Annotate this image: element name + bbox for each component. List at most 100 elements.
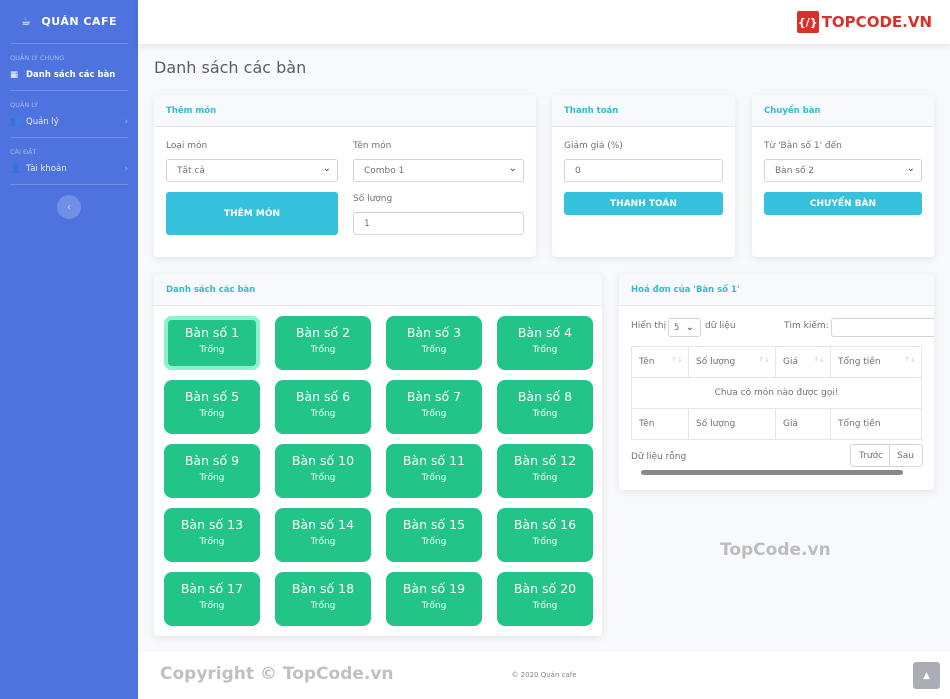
table-button[interactable]: Bàn số 20 Trống [497, 572, 593, 626]
qty-input[interactable]: 1 [353, 212, 524, 235]
table-button[interactable]: Bàn số 11 Trống [386, 444, 482, 498]
topcode-logo: {/} TOPCODE.VN [796, 11, 932, 33]
table-button[interactable]: Bàn số 9 Trống [164, 444, 260, 498]
table-button[interactable]: Bàn số 18 Trống [275, 572, 371, 626]
item-select[interactable]: Combo 1 [353, 159, 524, 182]
brand-name: QUÁN CAFE [41, 15, 117, 28]
column-header[interactable]: Số lượng ↑↓ [688, 346, 776, 378]
table-name: Bàn số 18 [291, 581, 355, 596]
table-status: Trống [421, 601, 447, 611]
transfer-select[interactable]: Bàn số 2 [764, 159, 922, 182]
card-title: Danh sách các bàn [154, 274, 602, 306]
add-item-card: Thêm món Loại món Tất cả Tên món Combo 1… [154, 95, 536, 257]
table-button[interactable]: Bàn số 15 Trống [386, 508, 482, 562]
footer-header: Tổng tiền [830, 408, 922, 440]
tables-card: Danh sách các bàn Bàn số 1 Trống Bàn số 2 T… [154, 274, 602, 636]
table-name: Bàn số 1 [184, 325, 240, 340]
transfer-card: Chuyển bàn Từ 'Bàn số 1' đến Bàn số 2 CH… [752, 95, 934, 257]
column-header[interactable]: Tên ↑↓ [631, 346, 689, 378]
table-button[interactable]: Bàn số 16 Trống [497, 508, 593, 562]
table-status: Trống [421, 345, 447, 355]
footer: © 2020 Quán cafe [138, 652, 950, 699]
watermark: TopCode.vn [720, 540, 831, 560]
table-button[interactable]: Bàn số 19 Trống [386, 572, 482, 626]
transfer-button[interactable]: CHUYỂN BÀN [764, 192, 922, 215]
sidebar-heading: QUẢN LÝ [10, 101, 38, 109]
column-header[interactable]: Giá ↑↓ [775, 346, 831, 378]
table-status: Trống [199, 473, 225, 483]
entries-label: dữ liệu [705, 321, 736, 331]
table-name: Bàn số 4 [517, 325, 573, 340]
table-status: Trống [532, 409, 558, 419]
card-title: Hoá đơn của 'Bàn số 1' [619, 274, 934, 306]
table-status: Trống [310, 601, 336, 611]
table-name: Bàn số 11 [402, 453, 466, 468]
table-status: Trống [532, 473, 558, 483]
table-name: Bàn số 12 [513, 453, 577, 468]
brand[interactable]: ☕ QUÁN CAFE [0, 0, 138, 43]
table-button[interactable]: Bàn số 13 Trống [164, 508, 260, 562]
sidebar-item-label: Quản lý [26, 117, 59, 127]
discount-input[interactable]: 0 [564, 159, 723, 182]
table-status: Trống [310, 537, 336, 547]
table-name: Bàn số 20 [513, 581, 577, 596]
page-size-select[interactable]: 5 [668, 318, 701, 337]
chevron-right-icon: › [124, 117, 128, 127]
qty-label: Số lượng [353, 194, 393, 204]
table-button[interactable]: Bàn số 5 Trống [164, 380, 260, 434]
add-item-button[interactable]: THÊM MÓN [166, 192, 338, 235]
table-status: Trống [532, 537, 558, 547]
scroll-to-top-button[interactable]: ▲ [913, 662, 940, 689]
sidebar-item-tables[interactable]: ▦ Danh sách các bàn [0, 66, 138, 90]
footer-header: Tên [631, 408, 689, 440]
table-button[interactable]: Bàn số 17 Trống [164, 572, 260, 626]
type-label: Loại món [166, 141, 208, 151]
page-title: Danh sách các bàn [154, 58, 307, 77]
coffee-icon: ☕ [21, 15, 32, 28]
copyright: © 2020 Quán cafe [511, 671, 577, 679]
table-button[interactable]: Bàn số 1 Trống [164, 316, 260, 370]
sidebar-item-manage[interactable]: 👥 Quản lý › [0, 113, 138, 137]
chevron-up-icon: ▲ [923, 670, 930, 681]
bill-table: Tên ↑↓ Số lượng ↑↓ Giá ↑↓ Tổng tiền ↑↓ Chưa có … [631, 346, 922, 440]
column-header[interactable]: Tổng tiền ↑↓ [830, 346, 922, 378]
transfer-label: Từ 'Bàn số 1' đến [764, 141, 842, 151]
table-button[interactable]: Bàn số 3 Trống [386, 316, 482, 370]
table-button[interactable]: Bàn số 14 Trống [275, 508, 371, 562]
topbar: {/} TOPCODE.VN [138, 0, 950, 44]
sidebar-item-account[interactable]: 👤 Tài khoản › [0, 160, 138, 184]
table-name: Bàn số 14 [291, 517, 355, 532]
payment-card: Thanh toán Giảm giá (%) 0 THANH TOÁN [552, 95, 735, 257]
empty-message: Chưa có món nào được gọi! [631, 377, 922, 409]
watermark: Copyright © TopCode.vn [160, 664, 394, 684]
table-button[interactable]: Bàn số 4 Trống [497, 316, 593, 370]
table-status: Trống [310, 345, 336, 355]
table-button[interactable]: Bàn số 7 Trống [386, 380, 482, 434]
table-status: Trống [532, 345, 558, 355]
user-icon: 👤 [10, 164, 21, 174]
table-name: Bàn số 9 [184, 453, 240, 468]
table-button[interactable]: Bàn số 8 Trống [497, 380, 593, 434]
sidebar-toggle-button[interactable]: ‹ [57, 195, 81, 219]
pay-button[interactable]: THANH TOÁN [564, 192, 723, 215]
table-status: Trống [532, 601, 558, 611]
table-status: Trống [199, 345, 225, 355]
table-name: Bàn số 5 [184, 389, 240, 404]
next-page-button[interactable]: Sau [889, 444, 923, 467]
prev-page-button[interactable]: Trước [850, 444, 890, 467]
table-name: Bàn số 17 [180, 581, 244, 596]
table-button[interactable]: Bàn số 2 Trống [275, 316, 371, 370]
horizontal-scrollbar[interactable] [631, 470, 923, 476]
sidebar-heading: CÀI ĐẶT [10, 148, 37, 156]
table-button[interactable]: Bàn số 12 Trống [497, 444, 593, 498]
card-title: Chuyển bàn [752, 95, 934, 127]
footer-header: Số lượng [688, 408, 776, 440]
table-button[interactable]: Bàn số 6 Trống [275, 380, 371, 434]
table-button[interactable]: Bàn số 10 Trống [275, 444, 371, 498]
table-name: Bàn số 15 [402, 517, 466, 532]
table-status: Trống [421, 473, 447, 483]
sidebar-item-label: Tài khoản [26, 164, 67, 174]
bill-card: Hoá đơn của 'Bàn số 1' Hiển thị 5 dữ liệ… [619, 274, 934, 490]
search-input[interactable] [831, 318, 934, 337]
type-select[interactable]: Tất cả [166, 159, 338, 182]
